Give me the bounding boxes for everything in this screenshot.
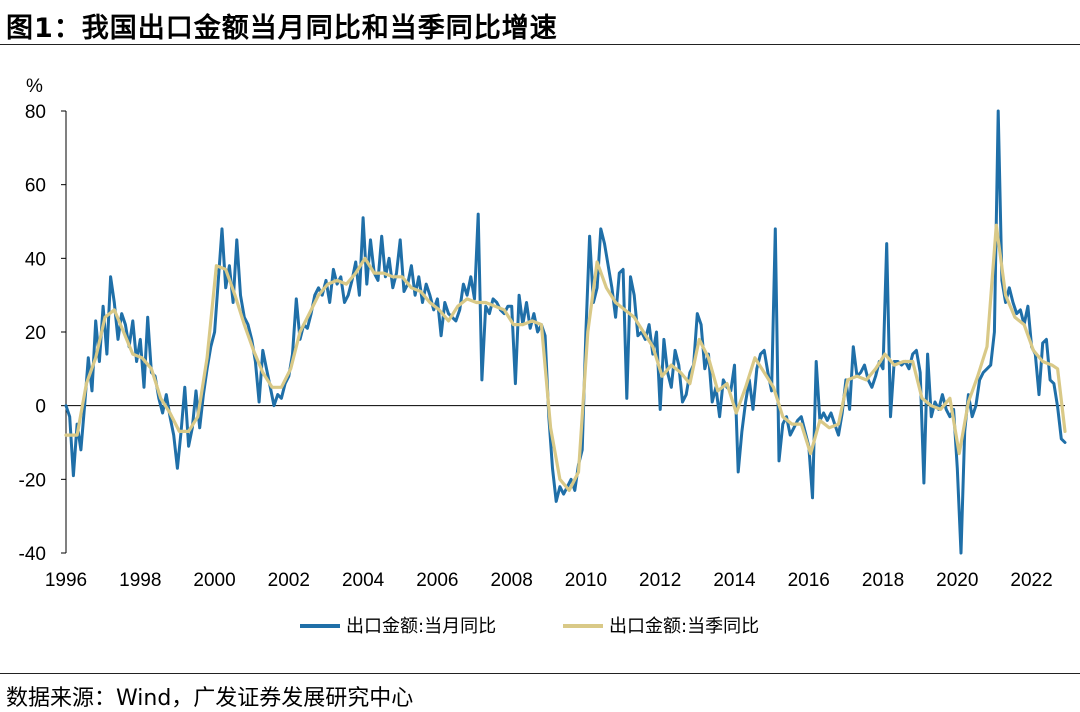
x-tick-label: 2018 [862,570,904,591]
y-tick-label: -40 [19,544,46,565]
bottom-divider [0,673,1080,674]
y-tick-label: -20 [19,470,46,491]
source-note: 数据来源：Wind，广发证券发展研究中心 [6,686,414,711]
chart-axes: 80 60 40 20 0 -20 -40 1996 1998 2000 2002 2004 2006 2… [19,102,1065,591]
x-tick-label: 2006 [416,570,458,591]
legend-label-quarterly: 出口金额:当季同比 [609,616,759,637]
x-tick-label: 2014 [713,570,756,591]
y-tick-label: 80 [25,102,46,123]
chart-title: 图1：我国出口金额当月同比和当季同比增速 [6,13,558,44]
legend: 出口金额:当月同比 出口金额:当季同比 [300,616,759,637]
x-tick-label: 1998 [119,570,161,591]
y-tick-label: 0 [35,397,46,418]
series-line-quarterly [64,223,1067,492]
x-tick-label: 2000 [193,570,235,591]
y-tick-label: 20 [25,323,46,344]
y-tick-label: 40 [25,249,46,270]
x-tick-label: 2012 [639,570,681,591]
y-unit-label: % [26,76,43,97]
x-tick-label: 2004 [342,570,385,591]
top-divider [0,44,1080,45]
x-tick-label: 2008 [491,570,533,591]
x-tick-label: 2020 [936,570,978,591]
series-layer [64,109,1067,555]
x-tick-label: 1996 [45,570,87,591]
legend-label-monthly: 出口金额:当月同比 [346,616,496,637]
y-tick-label: 60 [25,176,46,197]
x-tick-label: 2016 [788,570,830,591]
x-tick-label: 2002 [268,570,310,591]
x-tick-label: 2010 [565,570,607,591]
x-tick-label: 2022 [1010,570,1052,591]
